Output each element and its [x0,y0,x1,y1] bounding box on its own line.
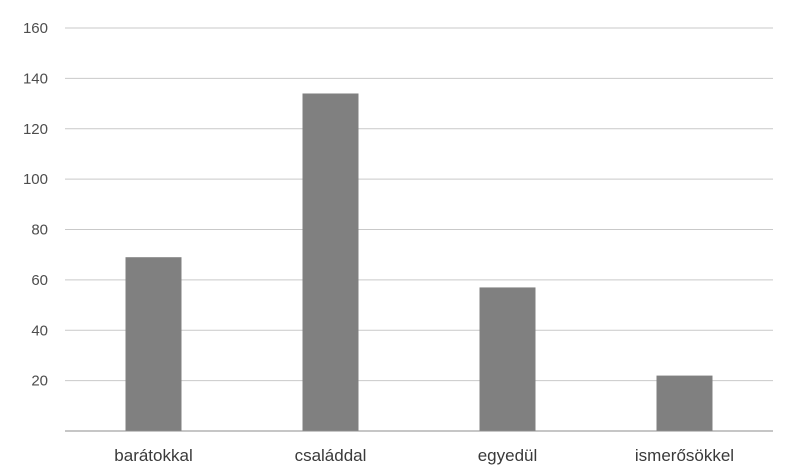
gridlines [65,27,773,382]
x-axis-category-labels: barátokkal családdal egyedül ismerősökkel [114,446,734,465]
bar-1 [302,93,359,432]
x-category-label-0: barátokkal [114,446,192,465]
bars [125,93,713,432]
y-tick-label-100: 100 [23,171,48,188]
x-category-label-1: családdal [295,446,367,465]
y-tick-label-160: 160 [23,20,48,37]
bar-0 [125,257,182,431]
bar-3 [656,375,713,431]
y-tick-label-80: 80 [31,222,48,239]
x-category-label-2: egyedül [478,446,538,465]
y-axis-tick-labels: 20 40 60 80 100 120 140 160 [23,20,48,390]
y-tick-label-140: 140 [23,70,48,87]
y-tick-label-40: 40 [31,322,48,339]
y-tick-label-120: 120 [23,121,48,138]
bar-2 [479,287,536,431]
y-tick-label-60: 60 [31,272,48,289]
y-tick-label-20: 20 [31,373,48,390]
x-category-label-3: ismerősökkel [635,446,734,465]
